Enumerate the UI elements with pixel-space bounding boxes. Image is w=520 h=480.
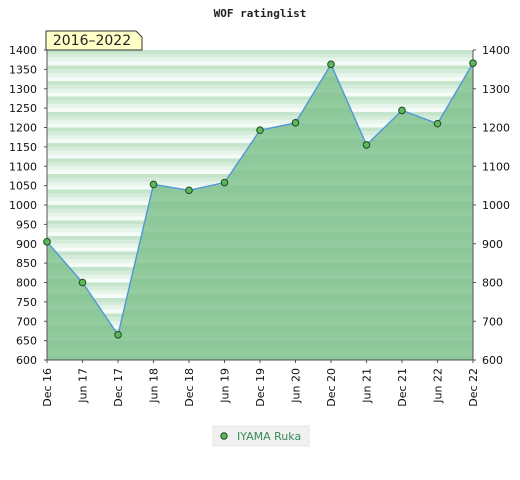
y-right-tick-label: 1100	[482, 160, 510, 173]
background-band	[47, 84, 473, 89]
y-left-tick-label: 1000	[9, 199, 37, 212]
data-point[interactable]	[362, 141, 371, 149]
y-left-tick-label: 950	[16, 218, 37, 231]
y-left-tick-label: 1400	[9, 44, 37, 57]
area-band	[47, 216, 473, 221]
background-band	[47, 81, 473, 85]
area-band	[47, 356, 473, 360]
y-right-tick-label: 1400	[482, 44, 510, 57]
y-left-tick-label: 1200	[9, 122, 37, 135]
x-tick-label: Jun 17	[77, 368, 90, 404]
background-band	[47, 100, 473, 105]
y-left-tick-label: 650	[16, 335, 37, 348]
area-band	[47, 325, 473, 329]
y-left-tick-label: 1250	[9, 102, 37, 115]
background-band	[47, 53, 473, 58]
y-left-tick-label: 1100	[9, 160, 37, 173]
background-band	[47, 57, 473, 62]
background-band	[47, 96, 473, 101]
x-tick-label: Dec 16	[41, 368, 54, 407]
y-right-tick-label: 700	[482, 315, 503, 328]
y-right-tick-label: 1000	[482, 199, 510, 212]
data-point[interactable]	[291, 119, 300, 127]
background-band	[47, 61, 473, 66]
x-tick-label: Dec 21	[396, 368, 409, 407]
legend[interactable]: IYAMA Ruka	[212, 425, 310, 447]
data-point[interactable]	[327, 60, 335, 69]
background-band	[47, 119, 473, 124]
x-tick-label: Dec 19	[254, 368, 267, 407]
y-left-tick-label: 1150	[9, 141, 37, 154]
area-band	[47, 201, 473, 205]
y-left-tick-label: 850	[16, 257, 37, 270]
period-badge: 2016–2022	[45, 30, 143, 51]
data-point[interactable]	[185, 186, 193, 195]
data-point[interactable]	[149, 180, 158, 189]
y-left-tick-label: 1350	[9, 63, 37, 76]
x-tick-label: Jun 21	[361, 368, 374, 404]
area-band	[47, 154, 473, 159]
y-left-tick-label: 800	[16, 277, 37, 290]
area-band	[47, 309, 473, 314]
background-band	[47, 65, 473, 70]
background-band	[47, 88, 473, 93]
area-band	[47, 170, 473, 174]
background-band	[47, 92, 473, 97]
area-band	[47, 340, 473, 345]
data-point[interactable]	[114, 331, 122, 339]
x-tick-label: Dec 20	[325, 368, 338, 407]
background-band	[47, 123, 473, 128]
series-area	[47, 63, 473, 361]
background-band	[47, 69, 473, 74]
background-band	[47, 112, 473, 116]
y-right-tick-label: 1200	[482, 122, 510, 135]
data-point[interactable]	[78, 278, 87, 287]
data-point[interactable]	[256, 126, 264, 135]
data-point[interactable]	[398, 106, 406, 115]
background-band	[47, 115, 473, 120]
y-left-tick-label: 900	[16, 238, 37, 251]
period-badge-text: 2016–2022	[53, 33, 131, 49]
area-band	[47, 185, 473, 190]
x-tick-label: Jun 20	[290, 368, 303, 404]
x-tick-label: Dec 18	[183, 368, 196, 407]
x-tick-label: Dec 17	[112, 368, 125, 407]
y-axis-left: 600 650 700 750 800 850 900 950 1000 1050 1100 1150…	[9, 44, 47, 367]
data-point[interactable]	[433, 119, 442, 128]
x-tick-label: Jun 22	[432, 368, 445, 404]
area-band	[47, 139, 473, 143]
area-band	[47, 247, 473, 252]
legend-marker	[220, 432, 228, 440]
y-left-tick-label: 1050	[9, 180, 37, 193]
area-band	[47, 278, 473, 283]
background-band	[47, 73, 473, 78]
y-left-tick-label: 750	[16, 296, 37, 309]
x-tick-label: Jun 18	[148, 368, 161, 404]
area-band	[47, 232, 473, 236]
y-left-tick-label: 700	[16, 315, 37, 328]
y-right-tick-label: 800	[482, 277, 503, 290]
y-right-tick-label: 600	[482, 354, 503, 367]
y-axis-right: 600 700 800 900 1000 1100 1200 1300 1400	[473, 44, 510, 367]
y-right-tick-label: 1300	[482, 83, 510, 96]
x-tick-label: Dec 22	[467, 368, 480, 407]
data-point[interactable]	[469, 59, 477, 67]
data-point[interactable]	[43, 238, 51, 246]
x-tick-label: Jun 19	[219, 368, 232, 404]
background-band	[47, 77, 473, 81]
y-right-tick-label: 900	[482, 238, 503, 251]
legend-label: IYAMA Ruka	[237, 430, 301, 443]
x-axis: Dec 16 Jun 17 Dec 17 Jun 18 Dec 18 Jun 19 Dec …	[41, 360, 480, 407]
background-band	[47, 108, 473, 112]
y-left-tick-label: 1300	[9, 83, 37, 96]
series-points	[43, 59, 477, 339]
area-band	[47, 294, 473, 298]
chart-title: WOF ratinglist	[214, 7, 307, 20]
background-band	[47, 50, 473, 54]
background-band	[47, 104, 473, 109]
y-left-tick-label: 600	[16, 354, 37, 367]
data-point[interactable]	[220, 178, 229, 187]
area-band	[47, 263, 473, 267]
